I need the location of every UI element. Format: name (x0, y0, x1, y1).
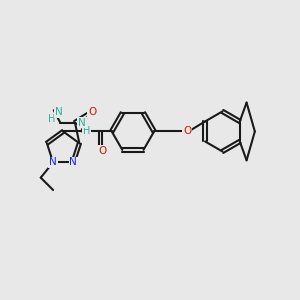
Text: O: O (98, 146, 106, 156)
Text: O: O (183, 126, 191, 136)
Text: H: H (48, 114, 56, 124)
Text: N: N (49, 157, 57, 167)
Text: N: N (55, 107, 63, 117)
Text: N: N (78, 118, 86, 128)
Text: H: H (83, 126, 90, 136)
Text: O: O (88, 107, 97, 117)
Text: N: N (69, 157, 77, 167)
